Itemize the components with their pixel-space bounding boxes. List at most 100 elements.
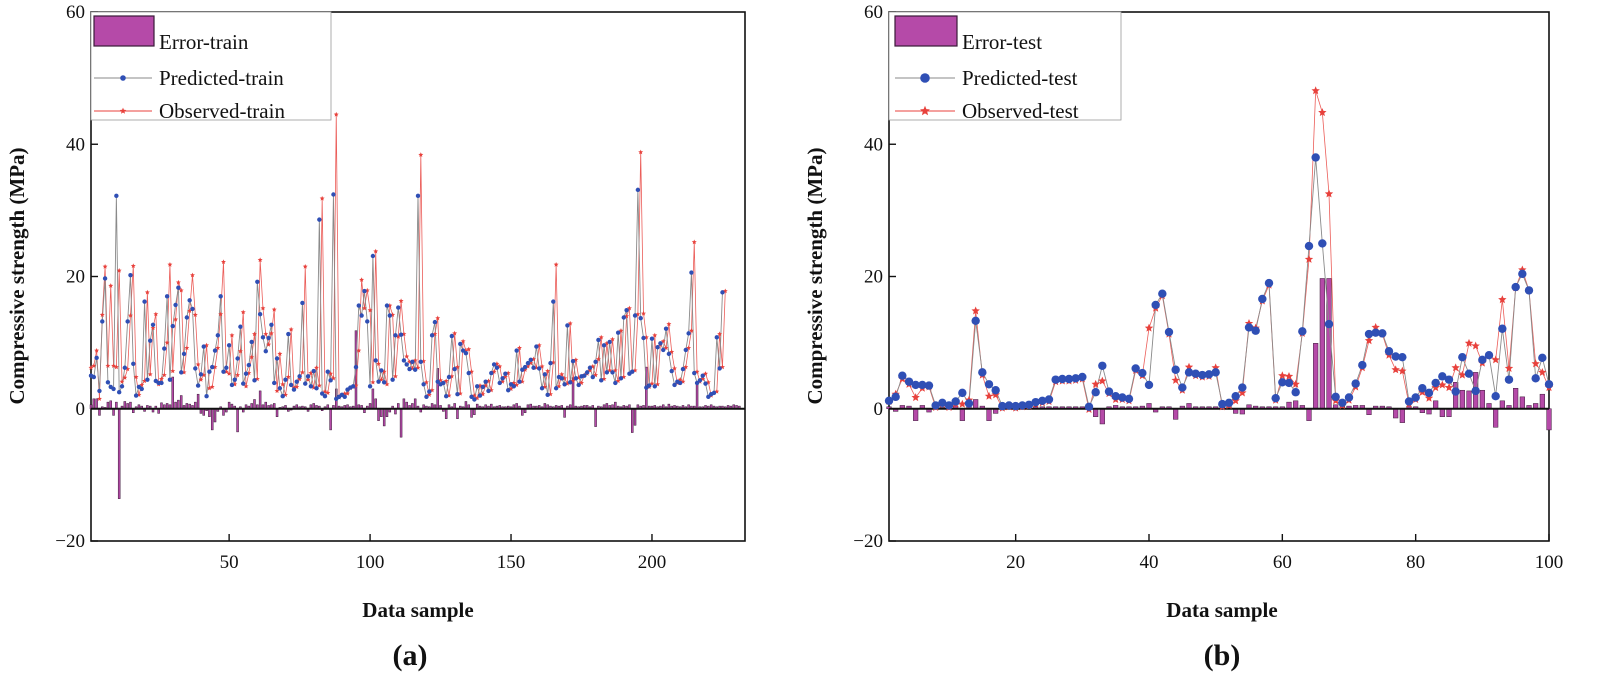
- predicted-point: [599, 378, 604, 383]
- predicted-point: [638, 315, 643, 321]
- predicted-point: [190, 306, 195, 312]
- observed-point: [1471, 341, 1480, 350]
- error-bar: [1313, 343, 1319, 410]
- legend-marker-observed: [920, 105, 930, 116]
- predicted-point: [1238, 383, 1247, 392]
- observed-point: [243, 383, 249, 389]
- predicted-point: [469, 394, 474, 400]
- predicted-point: [1364, 329, 1374, 339]
- predicted-point: [187, 298, 192, 303]
- predicted-point: [1211, 368, 1220, 377]
- predicted-point: [480, 384, 486, 390]
- error-bar: [695, 382, 699, 409]
- observed-point: [691, 239, 697, 245]
- error-bar: [1173, 408, 1179, 420]
- observed-point: [984, 391, 994, 400]
- predicted-point: [517, 379, 522, 384]
- predicted-point: [1284, 378, 1294, 388]
- predicted-point: [353, 364, 359, 370]
- observed-point: [130, 263, 136, 269]
- predicted-point: [635, 187, 641, 193]
- predicted-point: [1338, 398, 1347, 407]
- predicted-point: [111, 386, 116, 392]
- observed-point: [150, 325, 156, 331]
- predicted-point: [624, 308, 629, 313]
- predicted-point: [139, 386, 144, 392]
- predicted-point: [1184, 368, 1194, 377]
- observed-point: [215, 345, 221, 351]
- observed-point: [175, 279, 181, 285]
- observed-point: [297, 376, 303, 382]
- predicted-point: [283, 377, 288, 382]
- error-bar: [177, 399, 180, 409]
- observed-point: [610, 336, 615, 342]
- predicted-point: [266, 335, 271, 341]
- observed-point: [367, 307, 373, 313]
- predicted-point: [179, 370, 184, 375]
- predicted-point: [944, 401, 954, 410]
- predicted-point: [424, 394, 429, 400]
- legend-label-observed: Observed-test: [962, 99, 1079, 123]
- predicted-point: [641, 335, 646, 341]
- observed-point: [252, 331, 257, 337]
- predicted-point: [1031, 397, 1040, 407]
- predicted-point: [170, 323, 175, 329]
- predicted-point: [322, 393, 328, 399]
- predicted-point: [680, 366, 686, 372]
- predicted-point: [717, 366, 722, 371]
- predicted-point: [286, 331, 291, 337]
- observed-point: [652, 332, 658, 338]
- predicted-point: [1231, 391, 1240, 401]
- predicted-point: [559, 376, 564, 381]
- observed-point: [1171, 375, 1180, 384]
- observed-point: [1431, 383, 1440, 392]
- observed-point: [1091, 379, 1100, 388]
- y-axis-title: Compressive strength (MPa): [803, 147, 827, 404]
- predicted-point: [418, 359, 424, 364]
- predicted-point: [677, 380, 683, 386]
- predicted-point: [303, 381, 308, 386]
- predicted-point: [314, 386, 319, 391]
- predicted-point: [181, 351, 187, 357]
- predicted-point: [904, 377, 914, 386]
- observed-point: [240, 309, 246, 315]
- error-bar: [444, 408, 448, 419]
- predicted-point: [94, 355, 99, 361]
- observed-point: [153, 311, 159, 317]
- observed-point: [398, 298, 404, 304]
- observed-point: [167, 262, 173, 267]
- predicted-point: [511, 384, 517, 389]
- predicted-point: [587, 365, 593, 370]
- observed-point: [435, 315, 441, 321]
- predicted-point: [1024, 400, 1034, 409]
- observed-point: [113, 364, 119, 370]
- predicted-point: [1084, 402, 1094, 411]
- predicted-point: [1418, 384, 1427, 393]
- predicted-point: [204, 393, 209, 399]
- predicted-point: [102, 276, 108, 281]
- x-tick-label: 40: [1140, 552, 1159, 573]
- legend-marker-predicted: [120, 75, 126, 81]
- predicted-point: [683, 347, 688, 353]
- observed-point: [1184, 362, 1194, 371]
- predicted-point: [1431, 378, 1440, 388]
- predicted-point: [195, 383, 201, 388]
- x-axis-title: Data sample: [362, 598, 473, 622]
- predicted-point: [1098, 361, 1107, 370]
- predicted-point: [1271, 393, 1280, 403]
- observed-point: [553, 262, 559, 267]
- predicted-point: [260, 335, 266, 340]
- error-bar: [1293, 400, 1299, 409]
- observed-point: [1464, 338, 1474, 347]
- observed-point: [305, 377, 311, 382]
- error-bar: [464, 401, 468, 410]
- predicted-point: [1324, 319, 1334, 329]
- predicted-point: [669, 368, 674, 374]
- predicted-point: [401, 358, 407, 363]
- predicted-point: [630, 369, 635, 374]
- predicted-point: [393, 333, 398, 338]
- predicted-point: [443, 393, 449, 399]
- predicted-point: [1298, 327, 1307, 336]
- predicted-point: [404, 362, 409, 367]
- predicted-point: [692, 370, 697, 376]
